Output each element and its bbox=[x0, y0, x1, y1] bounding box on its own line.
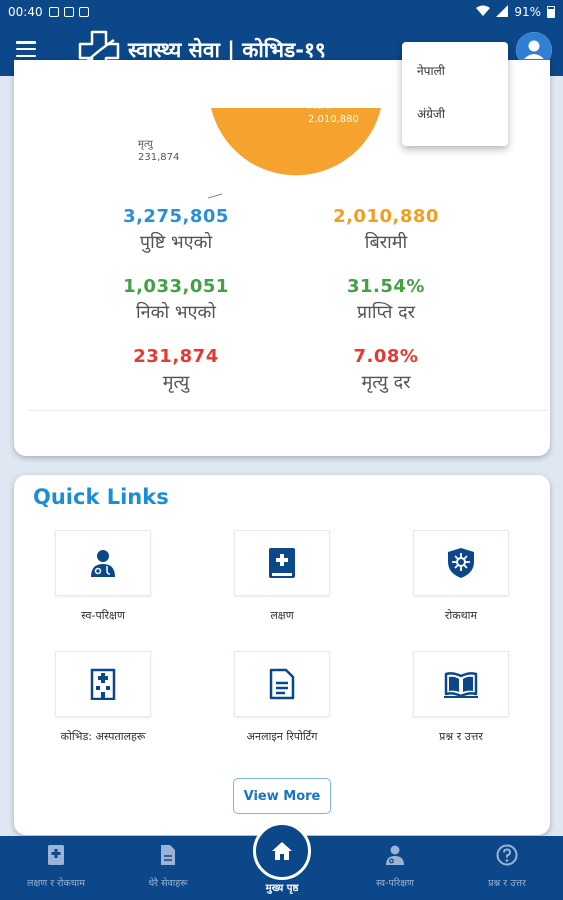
nav-label: धेरै सेवाहरू bbox=[148, 878, 188, 889]
menu-icon[interactable] bbox=[16, 41, 36, 57]
stat-deaths-label: मृत्यु bbox=[162, 372, 190, 393]
quick-link-faq[interactable]: प्रश्न र उत्तर bbox=[381, 651, 541, 744]
wifi-icon bbox=[476, 5, 491, 20]
stat-confirmed-label: पुष्टि भएको bbox=[139, 232, 213, 253]
stat-confirmed-value: 3,275,805 bbox=[123, 206, 229, 227]
stat-active-value: 2,010,880 bbox=[333, 206, 439, 227]
pie-label-active-name: बिरामी bbox=[308, 101, 332, 112]
stat-recovered-label: निको भएको bbox=[136, 302, 216, 323]
doctor-icon bbox=[386, 845, 404, 865]
nav-item-home[interactable] bbox=[253, 822, 311, 880]
stat-active-label: बिरामी bbox=[364, 232, 408, 253]
user-icon bbox=[516, 32, 552, 68]
quick-link-self-test[interactable]: स्व-परिक्षण bbox=[23, 530, 183, 623]
nav-label: लक्षण र रोकथाम bbox=[27, 878, 85, 889]
quick-link-label: प्रश्न र उत्तर bbox=[439, 730, 483, 743]
nav-label-home: मुख्य पृष्ठ bbox=[265, 883, 299, 894]
pie-slice-0 bbox=[209, 108, 383, 177]
language-option-nepali[interactable]: नेपाली bbox=[417, 64, 445, 78]
stat-deaths-value: 231,874 bbox=[133, 346, 219, 367]
stats-card: बिरामी 2,010,880 मृत्यु 231,874 3,275,80… bbox=[14, 60, 550, 456]
stat-recovery-rate: 31.54% प्राप्ति दर bbox=[286, 276, 486, 324]
image-notification-icon bbox=[63, 7, 74, 17]
language-menu: नेपाली अंग्रेजी bbox=[402, 42, 508, 146]
quick-link-label: अनलाइन रिपोर्टिंग bbox=[246, 730, 318, 743]
app-notification-icon bbox=[78, 7, 89, 17]
pie-label-death-name: मृत्यु bbox=[138, 139, 153, 150]
hospital-icon bbox=[90, 668, 116, 700]
document-icon bbox=[161, 845, 175, 865]
nav-item-self-test[interactable]: स्व-परिक्षण bbox=[339, 844, 451, 889]
quick-link-hospitals[interactable]: कोभिड: अस्पतालहरू bbox=[23, 651, 183, 744]
stat-deaths: 231,874 मृत्यु bbox=[76, 346, 276, 394]
quick-link-online-reporting[interactable]: अनलाइन रिपोर्टिंग bbox=[202, 651, 362, 744]
notification-icon bbox=[48, 7, 59, 17]
quick-link-symptoms[interactable]: लक्षण bbox=[202, 530, 362, 623]
language-option-english[interactable]: अंग्रेजी bbox=[417, 107, 445, 121]
app-title: स्वास्थ्य सेवा | कोभिड-१९ bbox=[128, 38, 326, 62]
medical-book-icon bbox=[48, 845, 64, 865]
quick-link-prevention[interactable]: रोकथाम bbox=[381, 530, 541, 623]
stat-death-rate-label: मृत्यु दर bbox=[361, 372, 411, 393]
divider bbox=[28, 410, 548, 411]
medical-book-icon bbox=[269, 548, 295, 578]
quick-link-label: स्व-परिक्षण bbox=[81, 609, 125, 622]
help-icon bbox=[496, 844, 518, 866]
nav-item-faq[interactable]: प्रश्न र उत्तर bbox=[451, 844, 563, 889]
nav-item-more-services[interactable]: धेरै सेवाहरू bbox=[112, 844, 224, 889]
status-time: 00:40 bbox=[8, 5, 43, 19]
stat-recovered: 1,033,051 निको भएको bbox=[76, 276, 276, 324]
stat-active: 2,010,880 बिरामी bbox=[286, 206, 486, 254]
doctor-icon bbox=[91, 550, 115, 577]
pie-label-death-value: 231,874 bbox=[138, 152, 180, 163]
stat-death-rate-value: 7.08% bbox=[353, 346, 419, 367]
cases-pie-chart bbox=[208, 108, 383, 199]
view-more-button[interactable]: View More bbox=[233, 778, 331, 814]
nav-item-symptoms-prevention[interactable]: लक्षण र रोकथाम bbox=[0, 844, 112, 889]
pie-label-active-value: 2,010,880 bbox=[308, 114, 359, 125]
bottom-nav: लक्षण र रोकथाम धेरै सेवाहरू मुख्य पृष्ठ … bbox=[0, 822, 563, 900]
battery-percent: 91% bbox=[514, 5, 541, 19]
quick-links-card: Quick Links स्व-परिक्षण लक्षण bbox=[14, 475, 550, 835]
signal-icon bbox=[496, 4, 509, 20]
virus-shield-icon bbox=[448, 548, 474, 578]
home-icon bbox=[272, 842, 292, 860]
stat-death-rate: 7.08% मृत्यु दर bbox=[286, 346, 486, 394]
nav-label: प्रश्न र उत्तर bbox=[488, 878, 526, 889]
document-icon bbox=[269, 668, 295, 700]
stat-recovered-value: 1,033,051 bbox=[123, 276, 229, 297]
status-bar: 00:40 91% bbox=[0, 0, 563, 24]
open-book-icon bbox=[444, 672, 478, 698]
stat-confirmed: 3,275,805 पुष्टि भएको bbox=[76, 206, 276, 254]
nav-label: स्व-परिक्षण bbox=[376, 878, 414, 889]
quick-link-label: लक्षण bbox=[270, 609, 294, 622]
battery-icon bbox=[547, 6, 555, 18]
stat-recovery-rate-label: प्राप्ति दर bbox=[356, 302, 415, 323]
quick-link-label: कोभिड: अस्पतालहरू bbox=[60, 730, 146, 743]
quick-link-label: रोकथाम bbox=[444, 609, 478, 622]
quick-links-title: Quick Links bbox=[33, 485, 169, 509]
stat-recovery-rate-value: 31.54% bbox=[347, 276, 425, 297]
